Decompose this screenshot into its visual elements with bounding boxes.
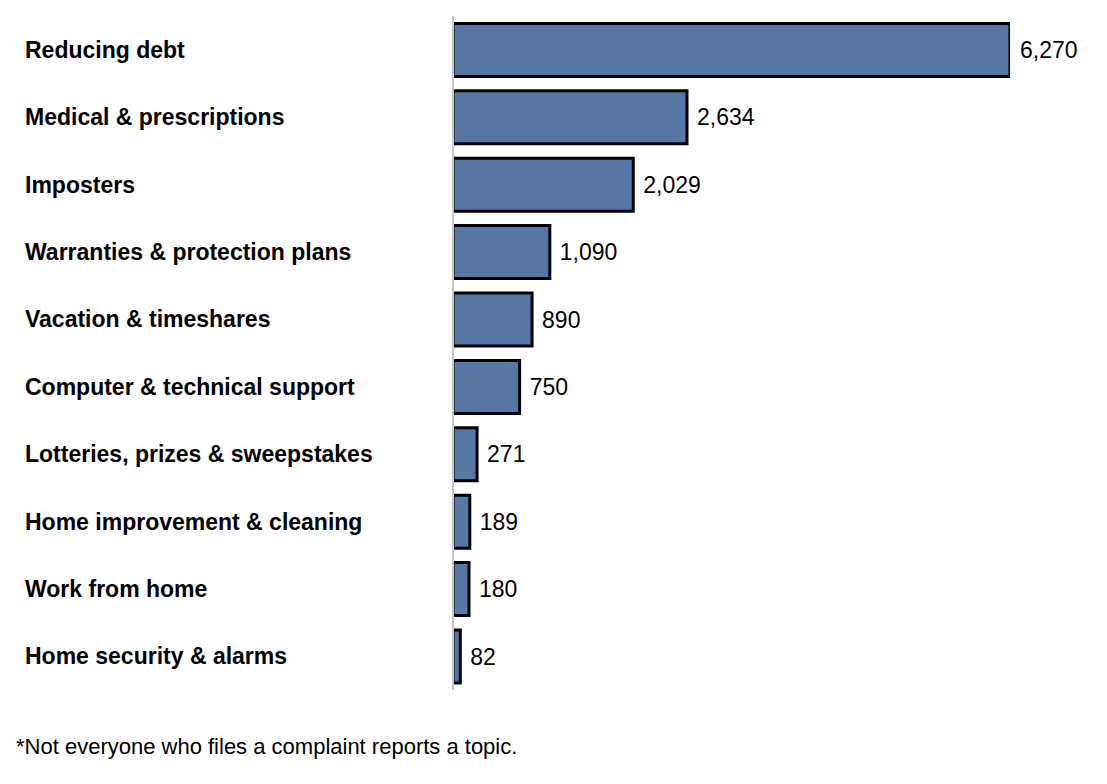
svg-text:189: 189 [480, 509, 518, 535]
svg-text:271: 271 [487, 441, 525, 467]
svg-text:180: 180 [479, 576, 517, 602]
svg-text:Computer & technical support: Computer & technical support [25, 374, 355, 400]
svg-text:Imposters: Imposters [25, 172, 135, 198]
svg-text:Medical & prescriptions: Medical & prescriptions [25, 104, 284, 130]
svg-text:Home improvement & cleaning: Home improvement & cleaning [25, 509, 362, 535]
svg-text:6,270: 6,270 [1020, 37, 1078, 63]
svg-text:Warranties & protection plans: Warranties & protection plans [25, 239, 351, 265]
svg-text:Work from home: Work from home [25, 576, 207, 602]
svg-text:2,029: 2,029 [643, 172, 701, 198]
svg-text:Home security & alarms: Home security & alarms [25, 643, 287, 669]
svg-text:890: 890 [542, 307, 580, 333]
svg-text:1,090: 1,090 [560, 239, 618, 265]
svg-text:Vacation & timeshares: Vacation & timeshares [25, 306, 270, 332]
svg-text:Lotteries, prizes & sweepstake: Lotteries, prizes & sweepstakes [25, 441, 373, 467]
html-text:*Not everyone who files a comp: *Not everyone who files a complaint repo… [16, 734, 518, 759]
svg-text:Reducing debt: Reducing debt [25, 37, 185, 63]
svg-text:82: 82 [470, 644, 496, 670]
svg-text:750: 750 [530, 374, 568, 400]
svg-text:2,634: 2,634 [697, 104, 755, 130]
